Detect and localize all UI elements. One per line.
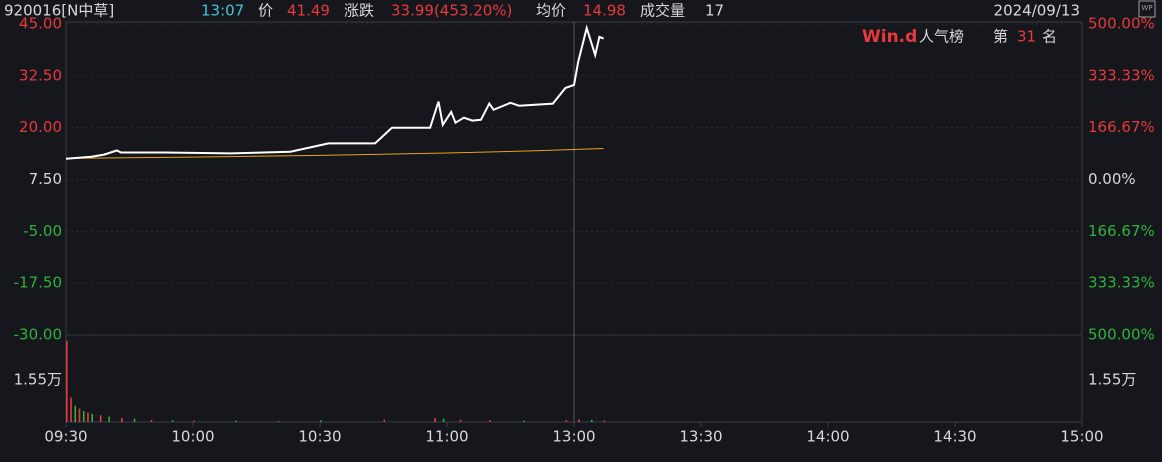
volume-bar	[133, 418, 136, 422]
y-tick-label: -5.00	[23, 222, 62, 240]
vol-tick-label: 1.55万	[14, 370, 62, 388]
change-label: 涨跌	[344, 2, 374, 20]
volume-bar	[578, 419, 580, 422]
volume-bar	[108, 416, 110, 422]
volume-bar	[99, 415, 102, 422]
price-line	[65, 148, 604, 159]
volume: 17	[705, 2, 724, 20]
volume-bar	[489, 420, 491, 422]
x-tick-label: 14:00	[806, 428, 849, 446]
y2-tick-label: 500.00%	[1088, 15, 1155, 33]
y-tick-label: 7.50	[29, 170, 62, 188]
vol-tick-label-right: 1.55万	[1088, 370, 1136, 388]
x-tick-label: 10:30	[298, 428, 341, 446]
y-tick-label: -17.50	[14, 274, 62, 292]
date: 2024/09/13	[994, 2, 1080, 20]
volume-bar	[565, 420, 568, 422]
y-tick-label: 45.00	[19, 15, 62, 33]
volume-bar	[150, 419, 153, 422]
volume-bar	[91, 413, 93, 422]
change: 33.99(453.20%)	[391, 2, 512, 20]
volume-bar	[590, 419, 593, 422]
price-label: 价	[258, 2, 273, 20]
rank: 31	[1017, 28, 1036, 46]
x-tick-label: 09:30	[44, 428, 87, 446]
y2-tick-label: 333.33%	[1088, 66, 1155, 84]
volume-bar	[434, 417, 436, 422]
y2-tick-label: 333.33%	[1088, 274, 1155, 292]
rank-title: 人气榜	[919, 28, 964, 46]
y2-tick-label: 0.00%	[1088, 170, 1136, 188]
volume-bar	[383, 419, 386, 422]
price: 41.49	[287, 2, 330, 20]
y2-tick-label: 166.67%	[1088, 118, 1155, 136]
volume-bar	[87, 412, 89, 422]
volume-bar	[277, 420, 280, 422]
volume-bar	[193, 420, 195, 422]
volume-bar	[459, 419, 462, 422]
x-tick-label: 10:00	[171, 428, 214, 446]
y-tick-label: 20.00	[19, 118, 62, 136]
rank-brand: Win.d	[862, 27, 917, 47]
avg: 14.98	[583, 2, 626, 20]
x-tick-label: 13:30	[679, 428, 722, 446]
volume-bar	[70, 397, 72, 422]
y-tick-label: 32.50	[19, 66, 62, 84]
volume-label: 成交量	[640, 2, 685, 20]
x-tick-label: 13:00	[552, 428, 595, 446]
volume-bar	[320, 420, 322, 422]
volume-bar	[603, 420, 606, 422]
stock-code: 920016[N中草]	[4, 2, 114, 20]
y-tick-label: -30.00	[14, 326, 62, 344]
volume-bar	[78, 408, 81, 422]
avg-label: 均价	[536, 2, 566, 20]
time: 13:07	[201, 2, 244, 20]
rank-prefix: 第	[993, 28, 1008, 46]
volume-bar	[171, 420, 174, 422]
rank-suffix: 名	[1042, 28, 1057, 46]
icon-box[interactable]	[1138, 0, 1156, 18]
volume-bar	[442, 418, 445, 422]
volume-bar	[121, 417, 123, 422]
y2-tick-label: 166.67%	[1088, 222, 1155, 240]
volume-bar	[235, 420, 237, 422]
x-tick-label: 15:00	[1060, 428, 1103, 446]
volume-bar	[66, 340, 68, 422]
x-tick-label: 11:00	[425, 428, 468, 446]
icon[interactable]: WP	[1141, 4, 1152, 12]
volume-bar	[74, 405, 77, 422]
volume-bar	[82, 411, 85, 422]
x-tick-label: 14:30	[933, 428, 976, 446]
volume-bar	[523, 420, 525, 422]
y2-tick-label: 500.00%	[1088, 326, 1155, 344]
price-line	[65, 24, 604, 160]
